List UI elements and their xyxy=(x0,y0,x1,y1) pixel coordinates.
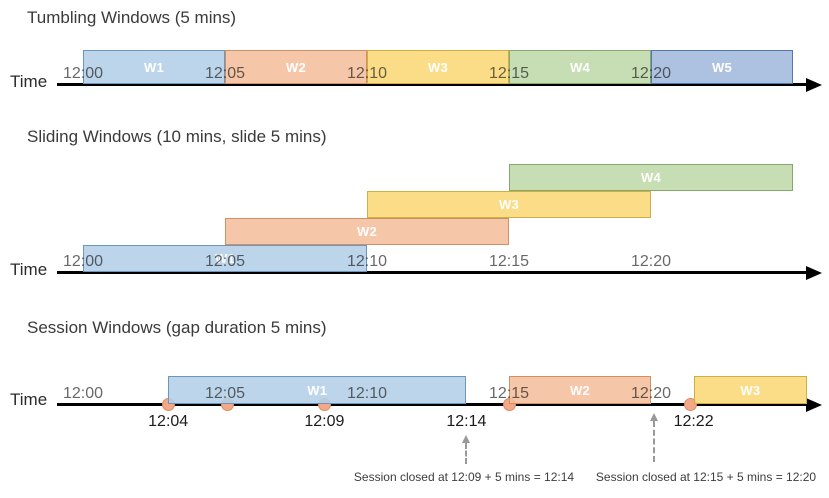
window-bar-label: W2 xyxy=(285,59,307,75)
window-bar-label: W1 xyxy=(143,59,165,75)
time-axis-line xyxy=(57,83,808,86)
window-bar-w4: W4 xyxy=(509,164,793,191)
window-bar-w3: W3 xyxy=(693,376,808,404)
time-axis-arrowhead xyxy=(806,78,822,92)
time-axis-arrowhead xyxy=(806,266,822,280)
axis-tick-label: 12:05 xyxy=(204,253,246,270)
event-time-label: 12:22 xyxy=(673,413,714,430)
axis-tick-label: 12:20 xyxy=(630,253,672,270)
axis-tick-label: 12:05 xyxy=(204,65,246,82)
window-bar-label: W1 xyxy=(214,251,236,266)
window-bar-label: W3 xyxy=(498,197,520,212)
window-bar-w1: W1 xyxy=(83,50,225,84)
axis-tick-label: 12:10 xyxy=(346,253,388,270)
window-bar-w3: W3 xyxy=(367,191,651,218)
window-bar-label: W3 xyxy=(740,382,761,398)
window-bar-w3: W3 xyxy=(367,50,509,84)
window-bar-label: W2 xyxy=(356,224,378,239)
axis-tick-label: 12:20 xyxy=(630,385,672,402)
window-bar-label: W4 xyxy=(569,59,591,75)
annotation-arrow xyxy=(462,435,470,464)
axis-tick-label: 12:00 xyxy=(62,253,104,270)
window-bar-label: W2 xyxy=(569,382,591,398)
axis-tick-label: 12:05 xyxy=(204,385,246,402)
axis-tick-label: 12:15 xyxy=(488,385,530,402)
event-time-label: 12:14 xyxy=(446,413,487,430)
axis-tick-label: 12:10 xyxy=(346,65,388,82)
chart-title: Sliding Windows (10 mins, slide 5 mins) xyxy=(27,127,327,146)
time-axis-line xyxy=(57,271,808,274)
chart-title: Tumbling Windows (5 mins) xyxy=(27,8,237,27)
window-bar-label: W4 xyxy=(640,170,662,185)
axis-tick-label: 12:20 xyxy=(630,65,672,82)
axis-tick-label: 12:00 xyxy=(62,385,104,402)
time-axis-label: Time xyxy=(10,72,48,91)
window-bar-w4: W4 xyxy=(509,50,651,84)
window-bar-w1: W1 xyxy=(168,376,467,404)
session-closed-note: Session closed at 12:15 + 5 mins = 12:20 xyxy=(595,470,817,484)
axis-tick-label: 12:15 xyxy=(488,253,530,270)
window-bar-w2: W2 xyxy=(509,376,651,404)
chart-title: Session Windows (gap duration 5 mins) xyxy=(27,318,327,337)
time-axis-line xyxy=(57,403,808,406)
window-bar-label: W3 xyxy=(427,59,449,75)
session-closed-note: Session closed at 12:09 + 5 mins = 12:14 xyxy=(353,470,575,484)
window-bar-w5: W5 xyxy=(651,50,793,84)
event-time-label: 12:04 xyxy=(148,413,189,430)
time-axis-label: Time xyxy=(10,260,48,279)
time-axis-label: Time xyxy=(10,390,48,409)
event-time-label: 12:09 xyxy=(304,413,345,430)
window-bar-w2: W2 xyxy=(225,218,509,245)
window-bar-w2: W2 xyxy=(225,50,367,84)
axis-tick-label: 12:15 xyxy=(488,65,530,82)
annotation-arrow xyxy=(650,413,658,462)
time-axis-arrowhead xyxy=(806,398,822,412)
axis-tick-label: 12:10 xyxy=(346,385,388,402)
window-bar-label: W1 xyxy=(307,382,328,398)
window-bar-w1: W1 xyxy=(83,245,367,272)
axis-tick-label: 12:00 xyxy=(62,65,104,82)
window-bar-label: W5 xyxy=(711,59,733,75)
